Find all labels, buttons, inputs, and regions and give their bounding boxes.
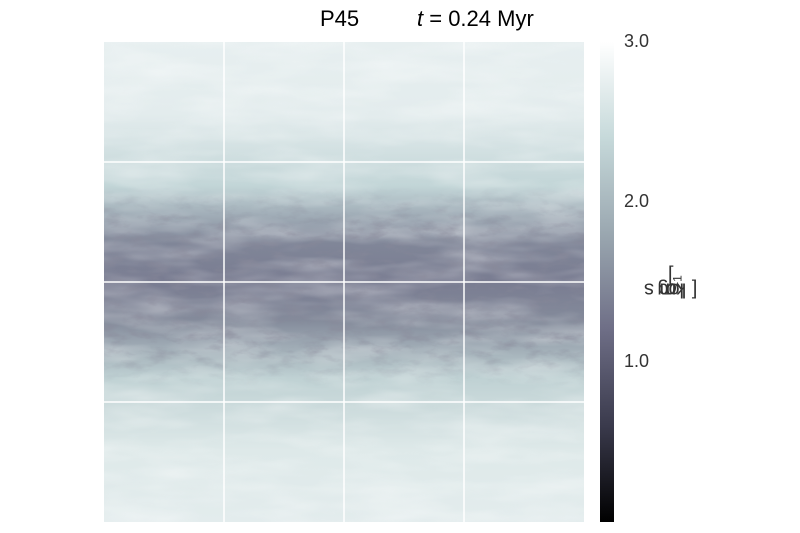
panel-title: P45 xyxy=(320,6,360,31)
sigma-map-image xyxy=(104,42,584,522)
time-symbol: t xyxy=(417,6,424,31)
grid xyxy=(104,42,584,522)
colorbar xyxy=(600,42,614,522)
colorbar-label-close: ] xyxy=(667,264,674,287)
sigma-map xyxy=(104,42,584,522)
time-label: t = 0.24 Myr xyxy=(417,6,534,32)
colorbar-tick-label: 2.0 xyxy=(624,191,650,211)
colorbar-tick-label: 3.0 xyxy=(624,31,650,51)
colorbar-gradient xyxy=(600,42,614,522)
time-value: = 0.24 Myr xyxy=(423,6,534,31)
colorbar-tick-label: 1.0 xyxy=(624,351,650,371)
